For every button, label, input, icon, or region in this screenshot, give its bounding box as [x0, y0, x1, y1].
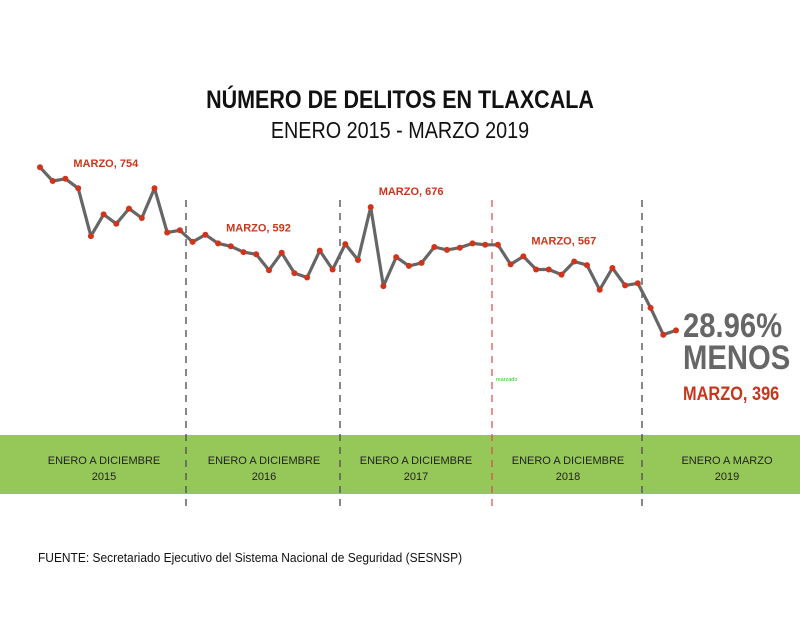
period-band [0, 435, 800, 494]
data-point [545, 266, 552, 273]
period-label: 2018 [556, 471, 580, 483]
data-point [329, 266, 336, 273]
data-point [558, 271, 565, 278]
data-point [75, 185, 82, 192]
data-point [355, 257, 361, 263]
data-point [584, 262, 590, 269]
data-point [393, 254, 400, 261]
data-point [444, 246, 450, 253]
annotation-label: MARZO, 676 [379, 186, 444, 198]
source-note: FUENTE: Secretariado Ejecutivo del Siste… [38, 550, 463, 565]
data-points [37, 164, 679, 338]
data-point [253, 251, 260, 258]
period-label: 2015 [92, 471, 116, 483]
percent-change: 28.96% [683, 307, 783, 345]
annotations: MARZO, 754 MARZO, 592 MARZO, 676 MARZO, 567 [73, 158, 596, 248]
data-point [202, 231, 209, 238]
data-point [507, 261, 514, 268]
data-point [138, 215, 145, 221]
percent-change-word: MENOS [683, 339, 791, 377]
data-point [49, 178, 56, 184]
data-point [596, 286, 603, 293]
period-label: ENERO A DICIEMBRE [512, 455, 624, 467]
data-point [37, 164, 43, 171]
data-point [113, 220, 120, 227]
data-point [673, 327, 679, 334]
series-line [38, 166, 677, 337]
data-point [342, 241, 349, 248]
data-point [418, 259, 425, 266]
data-point [62, 175, 69, 182]
data-point [634, 280, 641, 287]
data-point [164, 229, 171, 236]
period-labels: ENERO A DICIEMBRE 2015 ENERO A DICIEMBRE 20… [48, 455, 773, 483]
data-point [647, 304, 654, 311]
data-point [380, 283, 387, 290]
data-point [266, 267, 272, 274]
data-point [609, 265, 616, 271]
period-label: ENERO A DICIEMBRE [208, 455, 320, 467]
chart-title: NÚMERO DE DELITOS EN TLAXCALA [206, 86, 594, 114]
annotation-label: MARZO, 754 [73, 158, 139, 170]
data-point [405, 262, 412, 269]
data-point [533, 266, 540, 273]
data-point [494, 241, 501, 248]
data-point [151, 185, 158, 192]
period-label: 2019 [715, 471, 739, 483]
data-point [316, 247, 323, 254]
period-label: ENERO A MARZO [681, 455, 773, 467]
data-point [367, 204, 374, 211]
annotation-label: MARZO, 592 [226, 222, 291, 234]
data-point [456, 244, 463, 251]
period-label: ENERO A DICIEMBRE [48, 455, 160, 467]
period-label: ENERO A DICIEMBRE [360, 455, 472, 467]
data-point [482, 241, 489, 248]
data-point [469, 240, 476, 247]
note-label: marzado [496, 377, 517, 383]
data-point [176, 227, 183, 234]
data-point [240, 249, 247, 256]
data-point [100, 211, 107, 218]
data-point [431, 244, 438, 250]
period-label: 2017 [404, 471, 428, 483]
data-point [126, 205, 132, 212]
data-point [87, 233, 94, 240]
data-point [215, 240, 222, 247]
data-point [660, 331, 667, 338]
annotation-label: MARZO, 567 [531, 235, 596, 247]
data-point [278, 249, 285, 256]
data-point [291, 270, 298, 277]
last-value-label: MARZO, 396 [683, 384, 780, 405]
data-point [189, 238, 196, 245]
data-point [622, 282, 629, 289]
chart-subtitle: ENERO 2015 - MARZO 2019 [270, 117, 530, 143]
data-point [227, 243, 234, 250]
data-point [304, 274, 311, 281]
data-point [571, 258, 578, 265]
data-point [520, 253, 527, 260]
period-label: 2016 [252, 471, 276, 483]
